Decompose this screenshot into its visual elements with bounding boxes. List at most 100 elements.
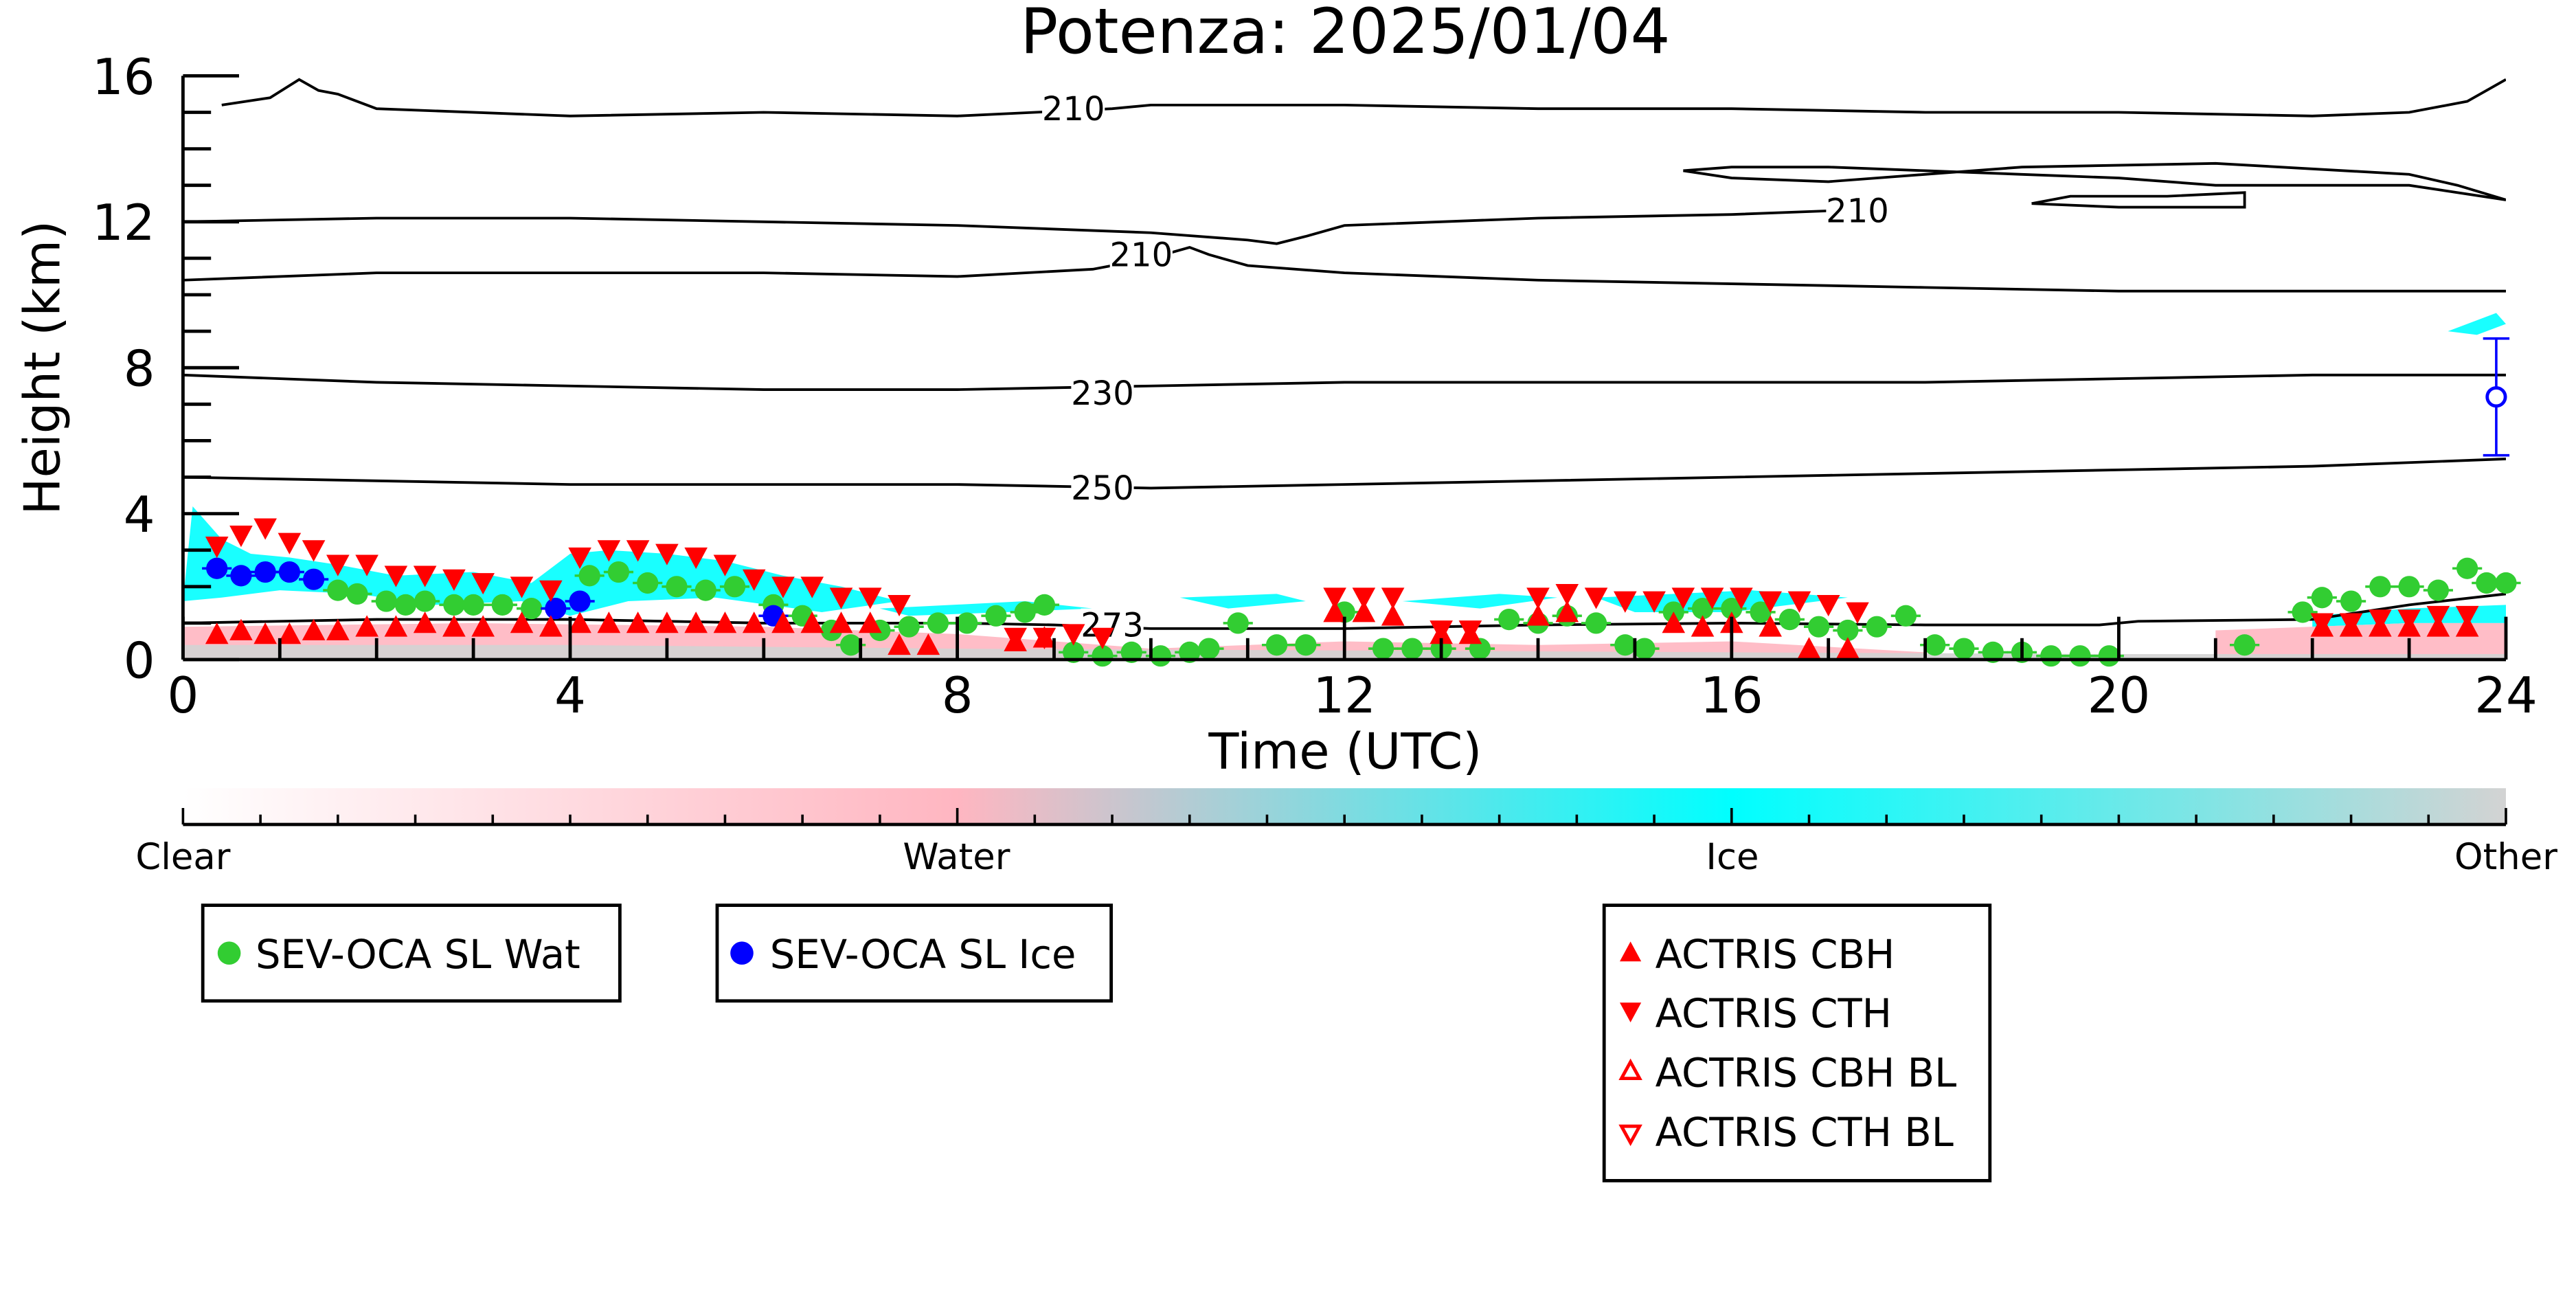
actris-cth-point bbox=[413, 565, 437, 587]
contour-label-bg bbox=[1109, 238, 1173, 271]
actris-cth-point bbox=[1004, 627, 1027, 649]
actris-cth-point bbox=[1700, 587, 1724, 609]
actris-cth-point bbox=[626, 540, 650, 562]
actris-cbh-point bbox=[1836, 637, 1860, 659]
actris-cth-point bbox=[2426, 605, 2450, 628]
actris-cth-point bbox=[1430, 620, 1453, 642]
sev-oca-wat-point bbox=[1982, 641, 2004, 663]
sev-oca-wat-point bbox=[2340, 590, 2362, 612]
x-axis-label: Time (UTC) bbox=[1208, 722, 1482, 780]
actris-cbh-point bbox=[205, 622, 229, 644]
actris-cbh-point bbox=[713, 611, 737, 633]
actris-cbh-point bbox=[1381, 604, 1405, 626]
actris-cbh-point bbox=[355, 615, 379, 637]
sev-oca-wat-point bbox=[1953, 638, 1975, 660]
x-tick-label: 4 bbox=[554, 666, 586, 724]
actris-cth-point bbox=[1584, 587, 1608, 609]
sev-oca-wat-point bbox=[1295, 634, 1317, 656]
sev-oca-wat-point bbox=[1149, 645, 1172, 667]
sev-oca-wat-point bbox=[1895, 605, 1917, 627]
sev-oca-wat-point bbox=[578, 565, 600, 587]
actris-cbh-point bbox=[442, 615, 466, 637]
actris-cbh-point bbox=[413, 611, 437, 633]
legend-actris: ACTRIS CBH ACTRIS CTH ACTRIS CBH BL ACTR… bbox=[1602, 903, 1992, 1182]
sev-oca-wat-point bbox=[1179, 641, 1201, 663]
actris-cbh-point bbox=[829, 611, 853, 633]
sev-oca-wat-point bbox=[985, 605, 1007, 627]
sev-oca-wat-point bbox=[898, 616, 920, 638]
legend-label: SEV-OCA SL Ice bbox=[770, 932, 1076, 978]
x-tick-label: 12 bbox=[1313, 666, 1376, 724]
actris-cth-point bbox=[229, 526, 253, 548]
sev-oca-wat-point bbox=[1778, 608, 1800, 631]
y-tick-label: 0 bbox=[124, 631, 155, 689]
actris-cth-point bbox=[302, 540, 326, 562]
x-tick-label: 16 bbox=[1700, 666, 1763, 724]
legend-marker-open-up-triangle bbox=[1618, 1058, 1642, 1080]
sev-oca-wat-point bbox=[521, 598, 543, 620]
legend-label: ACTRIS CTH bbox=[1656, 991, 1892, 1037]
actris-cth-point bbox=[2339, 613, 2363, 635]
actris-cth-point bbox=[655, 543, 679, 565]
sev-oca-wat-point bbox=[2456, 557, 2478, 579]
actris-cbh-point bbox=[1323, 600, 1346, 622]
actris-cth-point bbox=[858, 587, 882, 609]
colorbar-label: Water bbox=[903, 836, 1010, 878]
actris-cbh-point bbox=[1797, 637, 1821, 659]
actris-cth-point bbox=[205, 536, 229, 559]
sev-oca-wat-point bbox=[1585, 612, 1607, 634]
y-tick-label: 4 bbox=[124, 486, 155, 543]
actris-cth-point bbox=[1816, 594, 1840, 617]
actris-cth-point bbox=[510, 576, 534, 598]
actris-cth-point bbox=[253, 518, 277, 540]
contour-label-bg bbox=[1071, 471, 1134, 505]
legend-label: SEV-OCA SL Wat bbox=[256, 932, 580, 978]
actris-cth-point bbox=[771, 576, 795, 598]
sev-oca-wat-point bbox=[694, 579, 716, 601]
actris-cth-point bbox=[1458, 620, 1482, 642]
legend-label: ACTRIS CTH BL bbox=[1656, 1110, 1954, 1156]
legend-box bbox=[201, 903, 622, 1003]
contour-label-bg bbox=[1042, 92, 1105, 126]
sev-oca-ice-open-point bbox=[2485, 386, 2507, 408]
actris-cbh-point bbox=[1759, 615, 1782, 637]
contour-line bbox=[2031, 191, 2246, 209]
sev-oca-wat-point bbox=[637, 572, 659, 594]
colorbar-label: Other bbox=[2454, 836, 2557, 878]
colorbar-label: Clear bbox=[135, 836, 230, 878]
actris-cbh-point bbox=[742, 611, 766, 633]
sev-oca-wat-point bbox=[2311, 587, 2333, 609]
temperature-contours: 210 210 210 230 250 273 bbox=[183, 78, 2506, 644]
x-tick-label: 20 bbox=[2088, 666, 2151, 724]
colorbar-ticks: Clear Water Ice Other bbox=[135, 808, 2557, 878]
actris-cbh-point bbox=[510, 611, 534, 633]
actris-cth-point bbox=[1323, 587, 1346, 609]
sev-oca-wat-point bbox=[346, 583, 368, 605]
actris-cbh-point bbox=[1691, 615, 1715, 637]
sev-oca-wat-point bbox=[956, 612, 978, 634]
sev-oca-wat-point bbox=[491, 594, 513, 616]
legend-marker-open-down-triangle bbox=[1618, 1124, 1642, 1147]
actris-cbh-point bbox=[1555, 600, 1579, 622]
sev-oca-wat-point bbox=[443, 594, 465, 616]
actris-cbh-point bbox=[229, 618, 253, 640]
actris-cth-point bbox=[539, 580, 563, 602]
y-tick-label: 8 bbox=[124, 340, 155, 398]
actris-cth-point bbox=[1032, 627, 1057, 649]
actris-cbh-point bbox=[278, 622, 302, 644]
actris-cth-point bbox=[2369, 609, 2392, 631]
actris-cth-point bbox=[829, 587, 853, 609]
actris-cth-point bbox=[888, 594, 911, 617]
actris-cth-point bbox=[442, 569, 466, 591]
sev-oca-wat-point bbox=[927, 612, 949, 634]
contour-line bbox=[183, 458, 2506, 490]
sev-oca-wat-point bbox=[1634, 638, 1656, 660]
y-tick-label: 12 bbox=[92, 194, 155, 251]
actris-cth-point bbox=[1526, 587, 1550, 609]
sev-oca-wat-point bbox=[2495, 572, 2517, 594]
actris-cth-point bbox=[713, 554, 737, 576]
x-tick-label: 8 bbox=[942, 666, 973, 724]
sev-oca-wat-point bbox=[1033, 594, 1056, 616]
region-ice bbox=[1402, 594, 1558, 609]
